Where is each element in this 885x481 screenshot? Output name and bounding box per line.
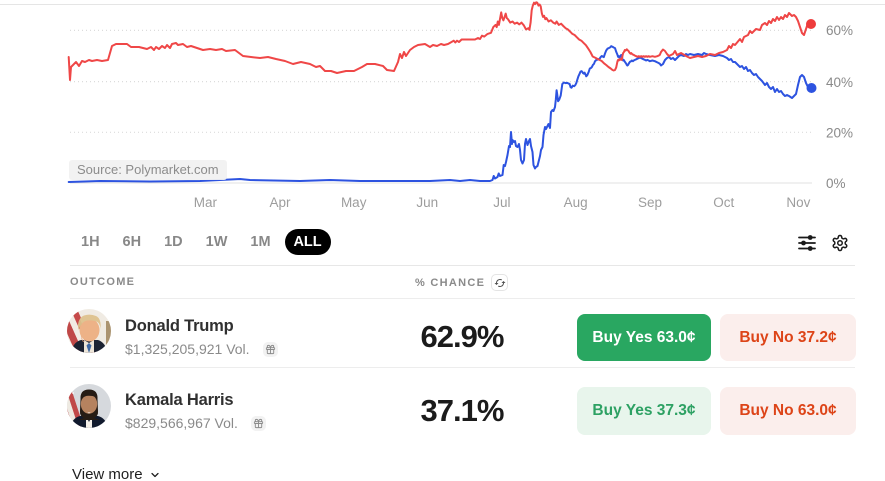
- svg-text:Mar: Mar: [194, 195, 218, 210]
- svg-text:40%: 40%: [826, 75, 853, 90]
- svg-text:Aug: Aug: [564, 195, 588, 210]
- svg-text:20%: 20%: [826, 126, 853, 141]
- svg-text:Sep: Sep: [638, 195, 662, 210]
- svg-text:60%: 60%: [826, 23, 853, 38]
- svg-text:0%: 0%: [826, 176, 846, 191]
- svg-text:Nov: Nov: [786, 195, 810, 210]
- svg-text:Oct: Oct: [713, 195, 734, 210]
- svg-text:Apr: Apr: [269, 195, 291, 210]
- svg-text:Jul: Jul: [493, 195, 510, 210]
- svg-text:Jun: Jun: [416, 195, 438, 210]
- svg-text:May: May: [341, 195, 367, 210]
